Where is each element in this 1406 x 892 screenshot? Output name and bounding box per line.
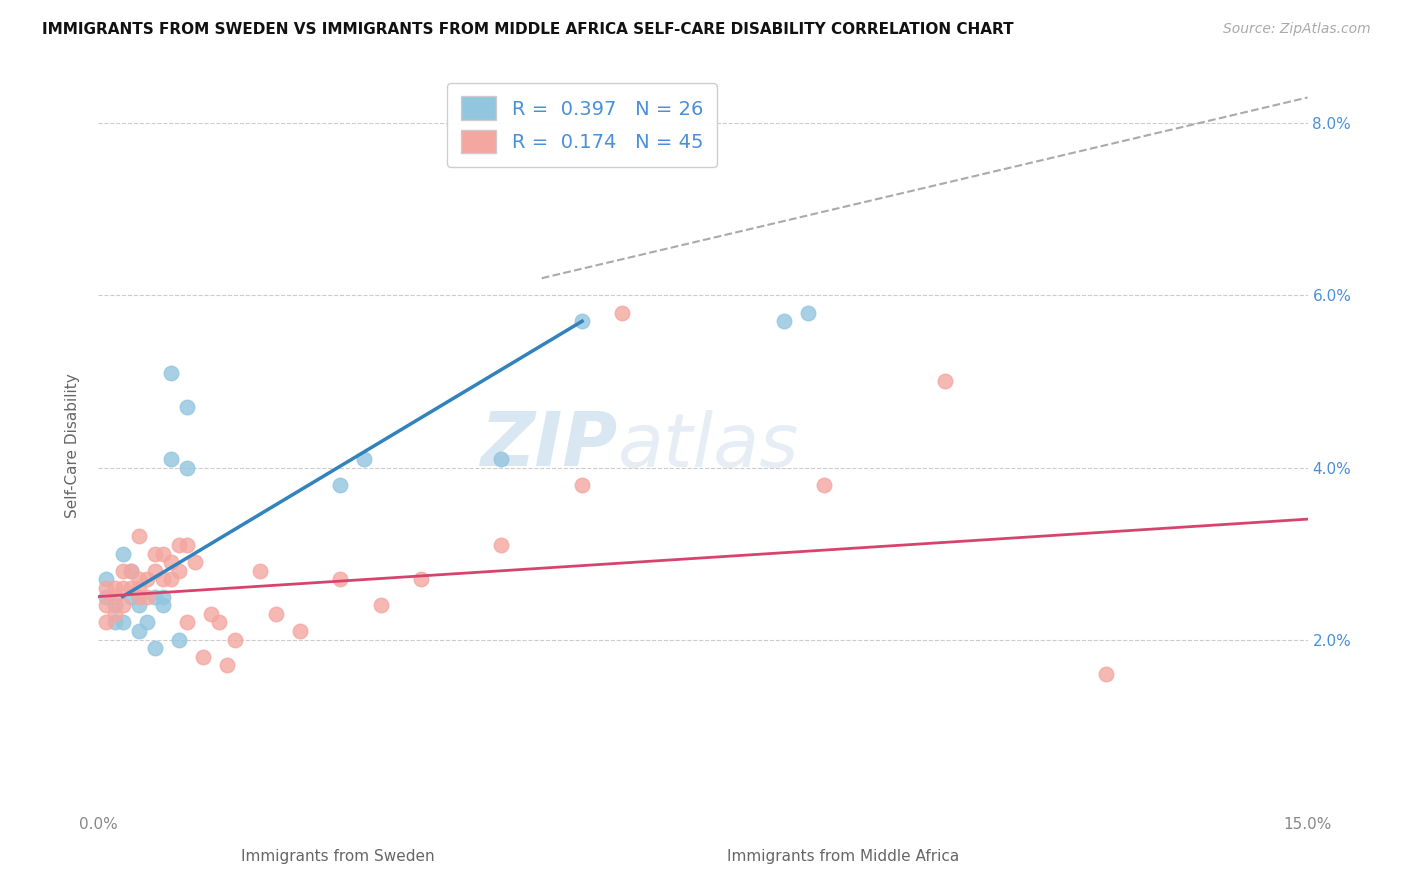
Point	[167, 538, 190, 552]
Point	[329, 477, 352, 491]
Point	[1095, 667, 1118, 681]
Y-axis label: Self-Care Disability: Self-Care Disability	[65, 374, 80, 518]
Text: Source: ZipAtlas.com: Source: ZipAtlas.com	[1223, 22, 1371, 37]
Point	[217, 658, 239, 673]
Point	[249, 564, 271, 578]
Point	[96, 590, 118, 604]
Point	[264, 607, 287, 621]
Point	[224, 632, 246, 647]
Point	[491, 538, 513, 552]
Point	[176, 401, 198, 415]
Point	[176, 538, 198, 552]
Legend: R =  0.397   N = 26, R =  0.174   N = 45: R = 0.397 N = 26, R = 0.174 N = 45	[447, 83, 717, 167]
Point	[111, 615, 134, 630]
Point	[103, 581, 125, 595]
Point	[571, 477, 593, 491]
Point	[370, 598, 392, 612]
Point	[772, 314, 794, 328]
Point	[409, 573, 432, 587]
Point	[193, 649, 215, 664]
Point	[120, 590, 142, 604]
Point	[167, 564, 190, 578]
Point	[288, 624, 311, 638]
Point	[491, 451, 513, 466]
Point	[152, 573, 174, 587]
Point	[571, 314, 593, 328]
Point	[152, 590, 174, 604]
Text: atlas: atlas	[619, 410, 800, 482]
Text: ZIP: ZIP	[481, 409, 619, 483]
Point	[143, 547, 166, 561]
Point	[160, 573, 183, 587]
Point	[96, 581, 118, 595]
Point	[128, 529, 150, 543]
Point	[128, 590, 150, 604]
Text: IMMIGRANTS FROM SWEDEN VS IMMIGRANTS FROM MIDDLE AFRICA SELF-CARE DISABILITY COR: IMMIGRANTS FROM SWEDEN VS IMMIGRANTS FRO…	[42, 22, 1014, 37]
Point	[120, 564, 142, 578]
Point	[160, 555, 183, 569]
Point	[797, 305, 820, 319]
Point	[934, 375, 956, 389]
Point	[135, 615, 157, 630]
Point	[176, 460, 198, 475]
Point	[208, 615, 231, 630]
Point	[103, 598, 125, 612]
Point	[143, 641, 166, 656]
Point	[329, 573, 352, 587]
Point	[128, 598, 150, 612]
Point	[176, 615, 198, 630]
Point	[96, 573, 118, 587]
Point	[160, 366, 183, 380]
Point	[167, 632, 190, 647]
Point	[96, 598, 118, 612]
Point	[103, 607, 125, 621]
Point	[111, 581, 134, 595]
Point	[135, 573, 157, 587]
Point	[200, 607, 222, 621]
Point	[111, 598, 134, 612]
Point	[353, 451, 375, 466]
Text: Immigrants from Sweden: Immigrants from Sweden	[240, 849, 434, 863]
Point	[184, 555, 207, 569]
Point	[813, 477, 835, 491]
Point	[160, 451, 183, 466]
Point	[96, 615, 118, 630]
Point	[128, 624, 150, 638]
Point	[111, 547, 134, 561]
Point	[128, 573, 150, 587]
Point	[152, 547, 174, 561]
Point	[120, 564, 142, 578]
Point	[103, 590, 125, 604]
Point	[143, 564, 166, 578]
Point	[612, 305, 634, 319]
Point	[111, 564, 134, 578]
Point	[152, 598, 174, 612]
Point	[103, 615, 125, 630]
Point	[120, 581, 142, 595]
Point	[128, 581, 150, 595]
Point	[135, 590, 157, 604]
Text: Immigrants from Middle Africa: Immigrants from Middle Africa	[727, 849, 960, 863]
Point	[143, 590, 166, 604]
